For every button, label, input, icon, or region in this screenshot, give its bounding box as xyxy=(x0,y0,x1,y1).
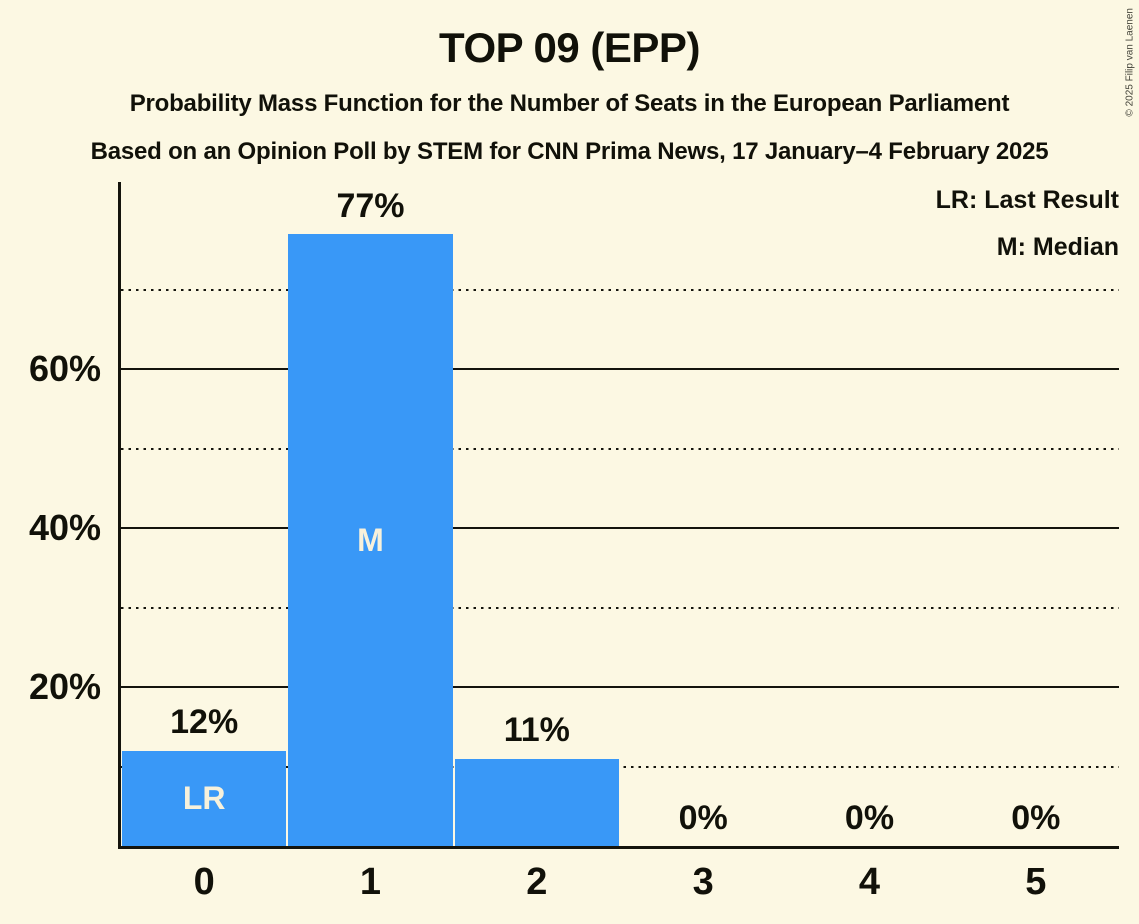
plot-area: 20% 40% 60% LR 12% 0 M 77% 1 11% 2 0% 3 0% 4 0% 5 xyxy=(29,182,1119,903)
y-tick-label-20: 20% xyxy=(28,666,101,708)
chart-subtitle-line2: Based on an Opinion Poll by STEM for CNN… xyxy=(90,138,1049,165)
chart-title: TOP 09 (EPP) xyxy=(439,24,700,71)
bar-slot-2: 11% 2 xyxy=(454,182,620,903)
gridline-10-dotted xyxy=(121,765,1119,768)
x-axis-line xyxy=(118,846,1119,849)
bar-slot-0: LR 12% 0 xyxy=(121,182,287,903)
x-tick-label-2: 2 xyxy=(526,861,548,903)
bar-annotation-lr: LR xyxy=(182,779,226,816)
gridline-40-solid xyxy=(121,527,1119,530)
bar-slot-5: 0% 5 xyxy=(953,182,1119,903)
gridline-50-dotted xyxy=(121,447,1119,450)
bar-value-label-3: 0% xyxy=(678,798,728,837)
bar-slot-4: 0% 4 xyxy=(786,182,952,903)
gridline-60-solid xyxy=(121,368,1119,371)
y-tick-label-40: 40% xyxy=(28,507,101,549)
gridline-30-dotted xyxy=(121,606,1119,609)
x-tick-label-0: 0 xyxy=(193,861,215,903)
chart-subtitle-line1: Probability Mass Function for the Number… xyxy=(129,90,1010,117)
bar-slot-3: 0% 3 xyxy=(620,182,786,903)
bar-slot-1: M 77% 1 xyxy=(287,182,453,903)
bar-value-label-1: 77% xyxy=(336,187,405,226)
bar-value-label-5: 0% xyxy=(1011,798,1061,837)
gridline-70-dotted xyxy=(121,289,1119,292)
x-tick-label-1: 1 xyxy=(359,861,382,903)
bar-seats-1: M xyxy=(288,234,453,846)
x-tick-label-5: 5 xyxy=(1025,861,1047,903)
gridline-20-solid xyxy=(121,686,1119,689)
legend-median: M: Median xyxy=(996,233,1119,261)
legend-last-result: LR: Last Result xyxy=(935,186,1119,214)
y-tick-label-60: 60% xyxy=(28,348,101,390)
bar-seats-2 xyxy=(454,758,619,846)
copyright-notice: © 2025 Filip van Laenen xyxy=(1125,8,1136,117)
bar-value-label-0: 12% xyxy=(170,703,239,742)
bar-value-label-4: 0% xyxy=(844,798,895,837)
x-tick-label-4: 4 xyxy=(858,861,881,903)
bar-annotation-m: M xyxy=(357,521,384,558)
x-tick-label-3: 3 xyxy=(692,861,714,903)
bar-seats-0: LR xyxy=(122,750,287,846)
y-axis-line xyxy=(118,182,121,849)
bar-value-label-2: 11% xyxy=(503,711,570,750)
